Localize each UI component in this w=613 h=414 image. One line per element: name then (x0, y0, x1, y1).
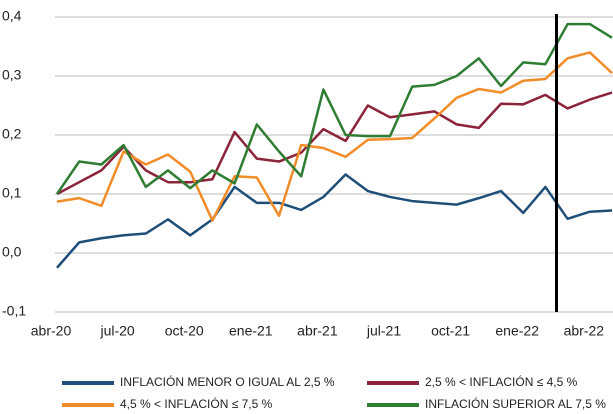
legend-label: 2,5 % < INFLACIÓN ≤ 4,5 % (425, 374, 578, 389)
series-line (56, 173, 613, 269)
x-tick-label: jul-20 (99, 323, 134, 339)
x-tick-label: ene-21 (229, 323, 273, 339)
legend-label: INFLACIÓN MENOR O IGUAL AL 2,5 % (120, 374, 335, 389)
x-tick-label: abr-20 (31, 323, 72, 339)
x-tick-label: abr-21 (297, 323, 338, 339)
series-line (56, 91, 613, 196)
y-tick-label: 0,2 (2, 126, 22, 142)
x-tick-label: ene-22 (495, 323, 539, 339)
y-tick-label: 0,0 (2, 244, 22, 260)
x-tick-label: oct-20 (165, 323, 204, 339)
y-tick-label: 0,4 (2, 8, 22, 24)
series-line (55, 22, 613, 195)
y-tick-label: 0,1 (2, 185, 22, 201)
x-tick-label: oct-21 (431, 323, 470, 339)
y-tick-label: -0,1 (2, 303, 26, 319)
x-tick-label: abr-22 (564, 323, 605, 339)
series-line (56, 51, 613, 222)
legend-label: INFLACIÓN SUPERIOR AL 7,5 % (425, 396, 606, 411)
y-tick-label: 0,3 (2, 67, 22, 83)
legend-label: 4,5 % < INFLACIÓN ≤ 7,5 % (120, 396, 273, 411)
x-tick-label: jul-21 (366, 323, 401, 339)
